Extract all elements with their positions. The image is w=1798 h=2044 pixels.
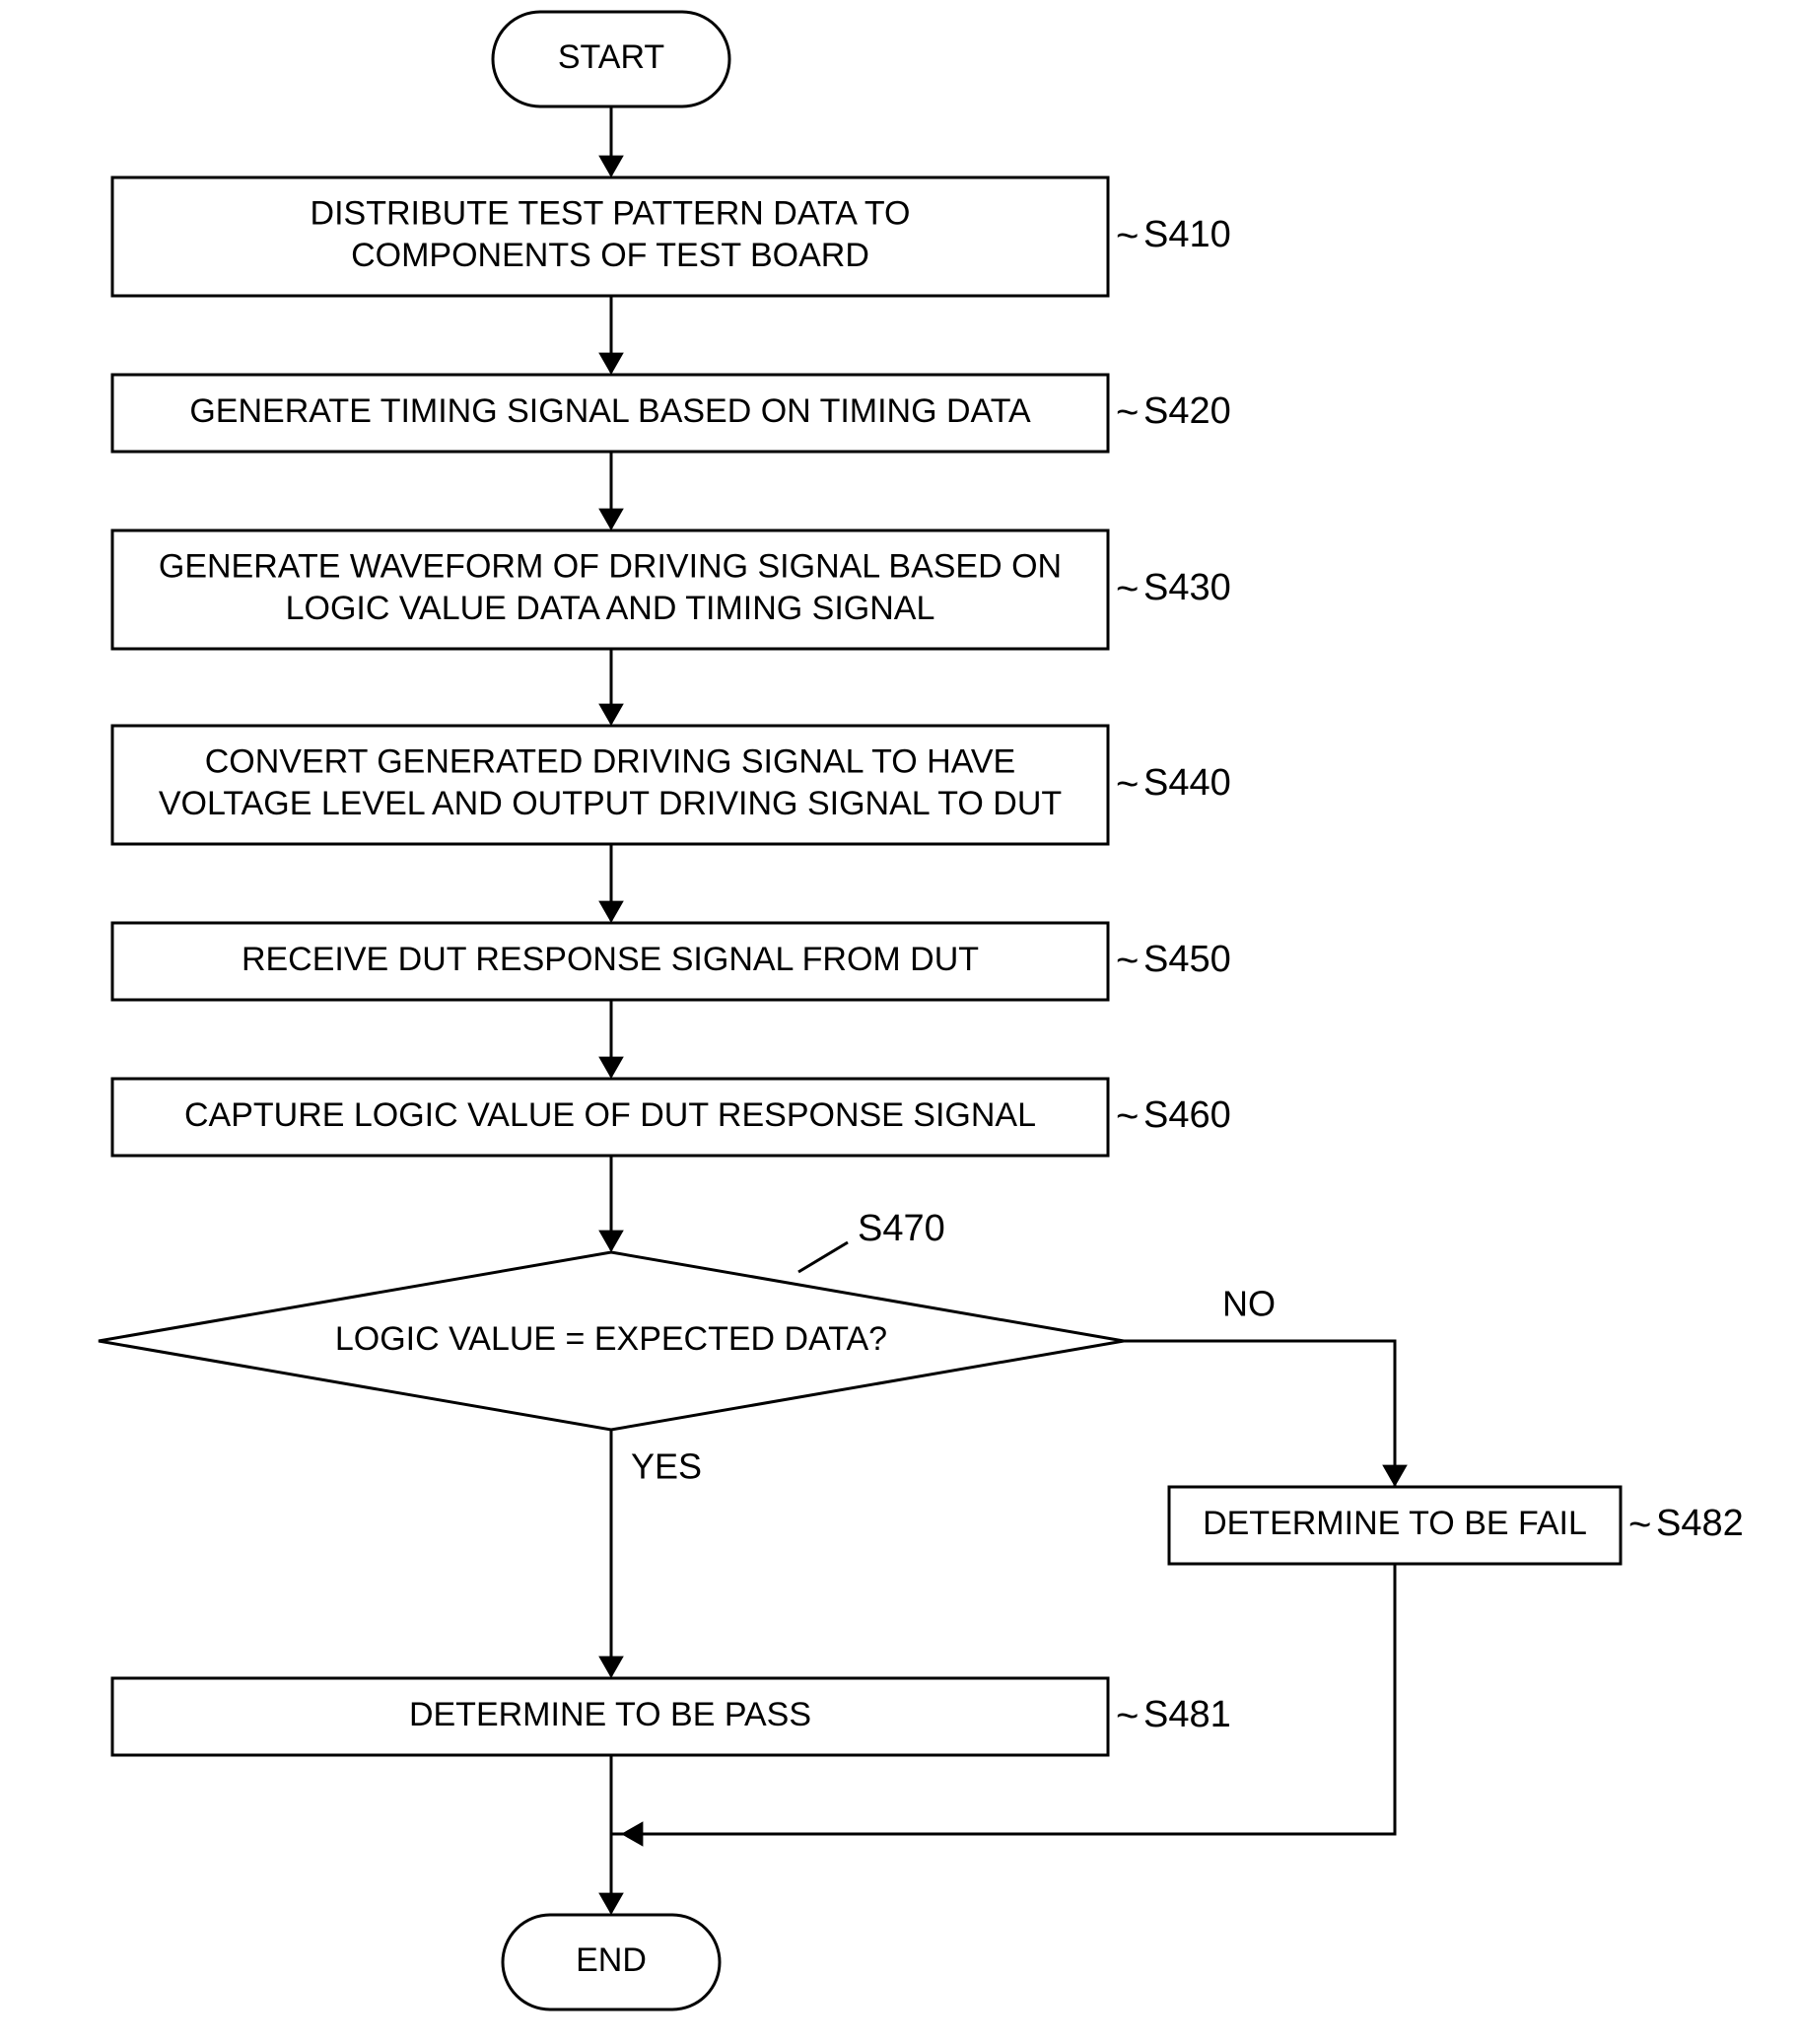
step-S450-ref: S450 xyxy=(1143,939,1231,980)
arrowhead xyxy=(598,704,624,726)
svg-text:RECEIVE DUT RESPONSE SIGNAL FR: RECEIVE DUT RESPONSE SIGNAL FROM DUT xyxy=(242,941,979,978)
ref-tilde: ~ xyxy=(1116,1095,1139,1139)
arrowhead xyxy=(1382,1465,1408,1487)
svg-text:DETERMINE TO BE FAIL: DETERMINE TO BE FAIL xyxy=(1203,1505,1587,1542)
step-S481-text: DETERMINE TO BE PASS xyxy=(409,1696,811,1733)
decision-ref: S470 xyxy=(858,1208,945,1249)
arrowhead xyxy=(598,353,624,375)
no-edge xyxy=(1124,1341,1395,1487)
arrowhead xyxy=(598,901,624,923)
step-S440-ref: S440 xyxy=(1143,762,1231,804)
step-S410-text: DISTRIBUTE TEST PATTERN DATA TO COMPONENT… xyxy=(311,195,911,275)
svg-text:END: END xyxy=(576,1941,647,1979)
arrowhead xyxy=(598,1057,624,1079)
ref-tilde: ~ xyxy=(1116,763,1139,807)
arrowhead xyxy=(621,1821,643,1847)
step-S430-ref: S430 xyxy=(1143,567,1231,608)
svg-text:CONVERT GENERATED DRIVING SIGN: CONVERT GENERATED DRIVING SIGNAL TO HAVE xyxy=(205,743,1015,781)
step-S420-ref: S420 xyxy=(1143,390,1231,432)
step-S450-text: RECEIVE DUT RESPONSE SIGNAL FROM DUT xyxy=(242,941,979,978)
svg-text:DETERMINE TO BE PASS: DETERMINE TO BE PASS xyxy=(409,1696,811,1733)
branch-no: NO xyxy=(1222,1284,1276,1324)
svg-text:CAPTURE LOGIC VALUE OF DUT RES: CAPTURE LOGIC VALUE OF DUT RESPONSE SIGN… xyxy=(184,1096,1036,1134)
decision-ref-leader xyxy=(798,1242,848,1272)
decision-s470-text: LOGIC VALUE = EXPECTED DATA? xyxy=(335,1320,887,1358)
svg-text:START: START xyxy=(558,38,664,76)
arrowhead xyxy=(598,509,624,530)
step-S420-text: GENERATE TIMING SIGNAL BASED ON TIMING D… xyxy=(189,392,1031,430)
step-S482-ref: S482 xyxy=(1656,1503,1744,1544)
ref-tilde: ~ xyxy=(1116,391,1139,435)
start-label: START xyxy=(558,38,664,76)
svg-text:LOGIC VALUE = EXPECTED DATA?: LOGIC VALUE = EXPECTED DATA? xyxy=(335,1320,887,1358)
step-S460-ref: S460 xyxy=(1143,1094,1231,1136)
arrowhead xyxy=(598,1893,624,1915)
ref-tilde: ~ xyxy=(1116,215,1139,258)
arrowhead xyxy=(598,1231,624,1252)
step-S481-ref: S481 xyxy=(1143,1694,1231,1735)
arrowhead xyxy=(598,156,624,177)
ref-tilde: ~ xyxy=(1116,940,1139,983)
ref-tilde: ~ xyxy=(1116,1695,1139,1738)
svg-text:GENERATE WAVEFORM OF DRIVING S: GENERATE WAVEFORM OF DRIVING SIGNAL BASE… xyxy=(159,548,1062,586)
step-S482-text: DETERMINE TO BE FAIL xyxy=(1203,1505,1587,1542)
branch-yes: YES xyxy=(631,1446,702,1487)
end-label: END xyxy=(576,1941,647,1979)
step-S440-text: CONVERT GENERATED DRIVING SIGNAL TO HAVE… xyxy=(159,743,1062,823)
svg-text:COMPONENTS OF TEST BOARD: COMPONENTS OF TEST BOARD xyxy=(351,237,869,274)
ref-tilde: ~ xyxy=(1116,568,1139,611)
ref-tilde: ~ xyxy=(1628,1504,1651,1547)
step-S430-text: GENERATE WAVEFORM OF DRIVING SIGNAL BASE… xyxy=(159,548,1062,628)
arrowhead xyxy=(598,1656,624,1678)
svg-text:DISTRIBUTE TEST PATTERN DATA T: DISTRIBUTE TEST PATTERN DATA TO xyxy=(311,195,911,233)
step-S460-text: CAPTURE LOGIC VALUE OF DUT RESPONSE SIGN… xyxy=(184,1096,1036,1134)
svg-text:GENERATE TIMING SIGNAL BASED O: GENERATE TIMING SIGNAL BASED ON TIMING D… xyxy=(189,392,1031,430)
step-S410-ref: S410 xyxy=(1143,214,1231,255)
svg-text:VOLTAGE LEVEL AND OUTPUT DRIVI: VOLTAGE LEVEL AND OUTPUT DRIVING SIGNAL … xyxy=(159,785,1062,822)
svg-text:LOGIC VALUE DATA AND TIMING SI: LOGIC VALUE DATA AND TIMING SIGNAL xyxy=(286,590,935,627)
